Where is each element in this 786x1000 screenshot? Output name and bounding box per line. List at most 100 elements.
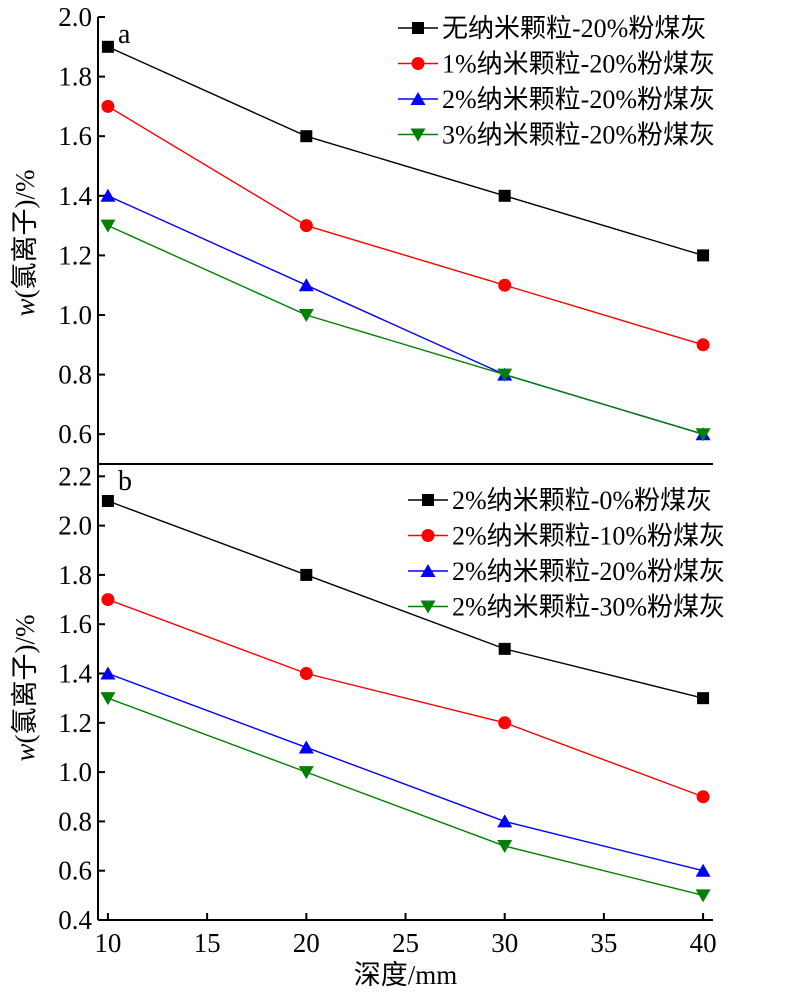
panel-label: b [118,466,132,497]
data-point [100,219,116,233]
series-line [107,46,704,257]
legend-label: 2%纳米颗粒-30%粉煤灰 [452,593,725,622]
panel-b: 0.4 0.6 0.8 1.0 1.2 1.4 1.6 1.8 2.0 2.2 10 15 20 25 30… [10,461,725,990]
x-tick-label: 15 [194,928,221,958]
data-point [298,766,314,780]
y-tick-label: 1.4 [58,659,92,689]
series-3 [100,219,711,442]
legend-marker [421,529,435,542]
y-axis-title-text: (氯离子)/% [10,170,40,299]
legend-entry: 2%纳米颗粒-10%粉煤灰 [408,522,725,551]
data-point [497,368,513,382]
legend-entry: 无纳米颗粒-20%粉煤灰 [398,14,706,43]
series-1 [101,593,710,804]
series-line [107,598,704,798]
series-1 [101,99,710,352]
y-axis-title-symbol: w [10,298,40,316]
data-point [697,249,710,262]
data-point [695,863,711,877]
y-tick-label: 1.8 [58,560,92,590]
y-axis-title-text: (氯离子)/% [10,615,40,744]
series-line [107,224,704,435]
data-point [100,188,116,202]
y-tick-label: 1.0 [58,300,92,330]
data-point [101,494,114,507]
x-tick-label: 20 [293,928,320,958]
series-line [107,195,704,435]
legend-marker [410,92,426,105]
legend-marker [412,22,424,34]
legend-entry: 2%纳米颗粒-30%粉煤灰 [408,593,725,622]
y-tick-label: 1.6 [58,121,92,151]
legend-marker [420,564,436,577]
series-0 [101,40,710,262]
x-axis-title: 深度/mm [354,960,458,990]
y-tick-label: 2.2 [58,461,92,491]
data-point [300,568,313,581]
data-point [696,790,710,804]
data-point [100,692,116,706]
legend-label: 1%纳米颗粒-20%粉煤灰 [442,50,715,79]
data-point [696,338,710,352]
series-2 [100,666,711,877]
x-tick-label: 30 [491,928,518,958]
legend-label: 2%纳米颗粒-20%粉煤灰 [452,557,725,586]
data-point [697,692,710,705]
data-point [300,130,313,143]
y-tick-label: 1.6 [58,609,92,639]
data-point [298,309,314,322]
data-point [298,278,314,292]
y-tick-label: 0.8 [58,360,92,390]
panel-label: a [118,19,131,50]
legend-marker [410,128,426,142]
y-tick-label: 1.0 [58,757,92,787]
y-tick-label: 0.4 [58,905,92,935]
legend-marker [411,57,425,70]
y-tick-label: 1.4 [58,181,92,211]
data-point [498,716,512,730]
legend-marker [422,494,434,506]
y-axis-title: w(氯离子)/% [10,615,40,762]
data-point [498,189,511,202]
legend-marker [420,600,436,614]
legend-label: 2%纳米颗粒-20%粉煤灰 [442,85,715,114]
data-point [497,814,513,828]
panel-a: 0.6 0.8 1.0 1.2 1.4 1.6 1.8 2.0 a w(氯离子)/% 无纳米颗粒-2… [10,2,715,465]
data-point [100,666,116,680]
data-point [497,840,513,854]
x-tick-label: 40 [690,928,717,958]
data-point [299,219,313,233]
legend-label: 2%纳米颗粒-10%粉煤灰 [452,522,725,551]
legend-entry: 2%纳米颗粒-20%粉煤灰 [398,85,715,114]
series-line [107,697,704,897]
y-tick-label: 2.0 [58,2,92,32]
data-point [695,889,711,903]
data-point [101,99,115,113]
x-tick-label: 10 [94,928,121,958]
data-point [298,740,314,754]
legend-label: 2%纳米颗粒-0%粉煤灰 [452,486,712,515]
data-point [695,428,711,442]
y-tick-label: 0.6 [58,419,92,449]
y-axis-title-symbol: w [10,743,40,761]
legend-entry: 3%纳米颗粒-20%粉煤灰 [398,121,715,150]
data-point [498,642,511,655]
legend-label: 3%纳米颗粒-20%粉煤灰 [442,121,715,150]
legend-entry: 1%纳米颗粒-20%粉煤灰 [398,50,715,79]
legend-entry: 2%纳米颗粒-0%粉煤灰 [408,486,712,515]
data-point [101,40,114,53]
y-tick-label: 2.0 [58,511,92,541]
series-0 [101,494,710,705]
data-point [498,278,512,292]
y-tick-label: 0.6 [58,856,92,886]
y-tick-label: 1.2 [58,708,92,738]
data-point [299,667,313,681]
series-line [107,500,704,699]
series-2 [100,188,711,441]
y-tick-label: 1.8 [58,62,92,92]
legend-label: 无纳米颗粒-20%粉煤灰 [442,14,706,43]
series-3 [100,692,711,903]
data-point [101,593,115,607]
y-tick-label: 0.8 [58,806,92,836]
